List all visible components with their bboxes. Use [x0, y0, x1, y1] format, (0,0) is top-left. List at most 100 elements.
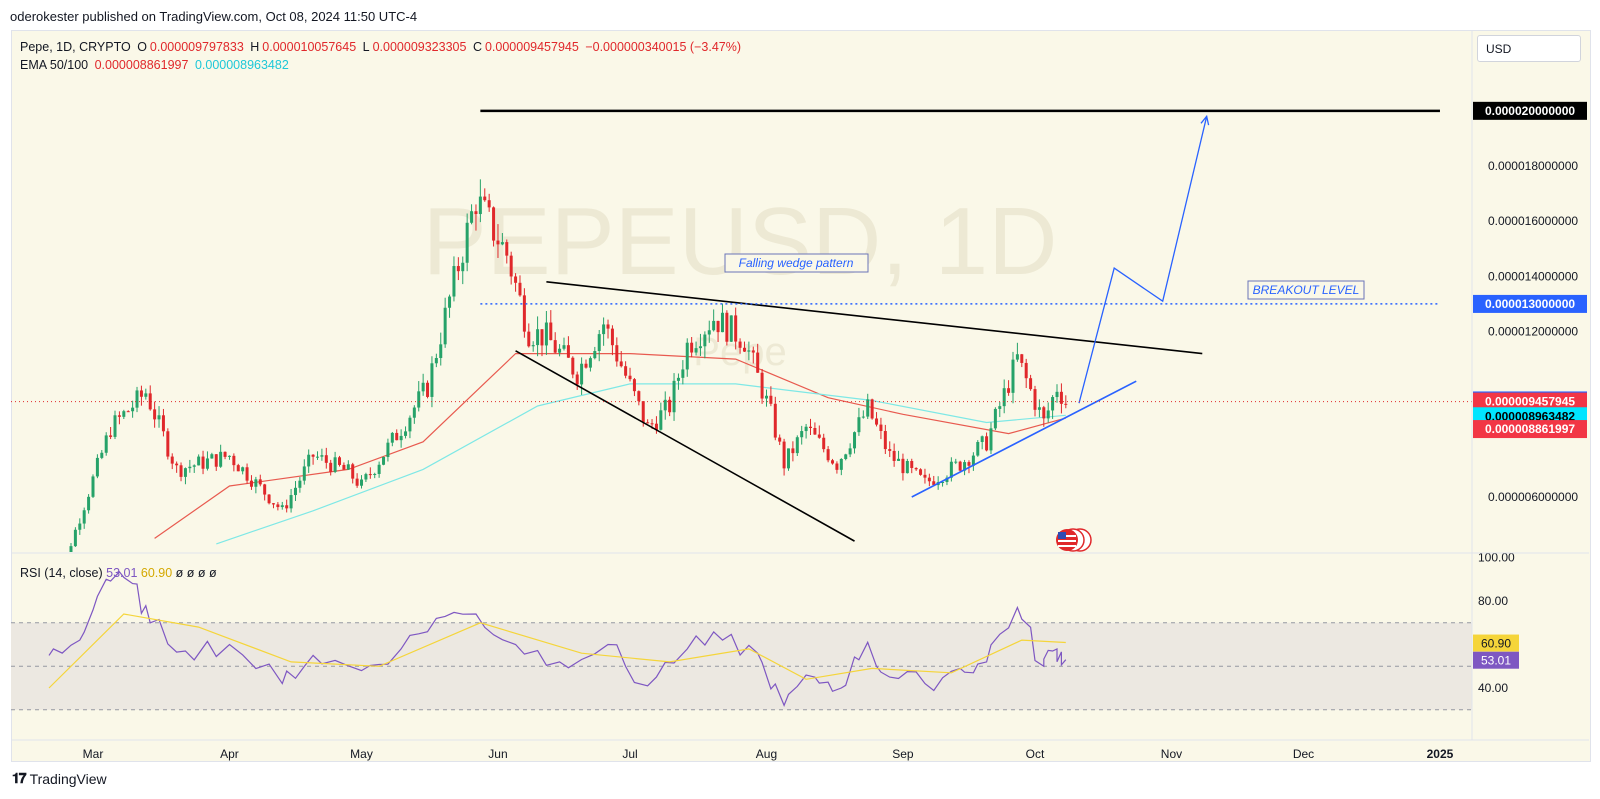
- candle-body[interactable]: [364, 474, 368, 480]
- candle-body[interactable]: [738, 341, 742, 348]
- candle-body[interactable]: [527, 331, 531, 347]
- candle-body[interactable]: [791, 448, 795, 454]
- candle-body[interactable]: [1024, 362, 1028, 379]
- candle-body[interactable]: [892, 450, 896, 461]
- candle-body[interactable]: [157, 415, 161, 420]
- candle-body[interactable]: [769, 395, 773, 404]
- candle-body[interactable]: [756, 352, 760, 373]
- candle-body[interactable]: [963, 462, 967, 471]
- candle-body[interactable]: [1002, 388, 1006, 407]
- candle-body[interactable]: [346, 464, 350, 470]
- candle-body[interactable]: [848, 448, 852, 455]
- candle-body[interactable]: [747, 350, 751, 352]
- candle-body[interactable]: [628, 375, 632, 380]
- candle-body[interactable]: [474, 211, 478, 215]
- symbol-label[interactable]: Pepe, 1D, CRYPTO: [20, 40, 131, 54]
- candle-body[interactable]: [161, 415, 165, 432]
- candle-body[interactable]: [95, 457, 99, 477]
- candle-body[interactable]: [1064, 403, 1068, 405]
- candle-body[interactable]: [87, 496, 91, 511]
- candle-body[interactable]: [624, 366, 628, 376]
- candle-body[interactable]: [144, 393, 148, 397]
- candle-body[interactable]: [404, 431, 408, 436]
- candle-body[interactable]: [78, 523, 82, 530]
- candle-body[interactable]: [390, 432, 394, 443]
- candle-body[interactable]: [183, 468, 187, 477]
- candle-body[interactable]: [1015, 354, 1019, 360]
- candle-body[interactable]: [430, 363, 434, 397]
- candle-body[interactable]: [478, 196, 482, 215]
- candle-body[interactable]: [324, 455, 328, 463]
- candle-body[interactable]: [135, 390, 139, 408]
- candle-body[interactable]: [531, 345, 535, 347]
- candle-body[interactable]: [910, 461, 914, 468]
- candle-body[interactable]: [117, 415, 121, 417]
- candle-body[interactable]: [1011, 359, 1015, 393]
- candle-body[interactable]: [835, 463, 839, 470]
- candle-body[interactable]: [293, 487, 297, 496]
- candle-body[interactable]: [417, 391, 421, 408]
- candle-body[interactable]: [236, 465, 240, 472]
- candle-body[interactable]: [914, 467, 918, 470]
- candle-body[interactable]: [302, 466, 306, 481]
- candle-body[interactable]: [707, 330, 711, 335]
- candle-body[interactable]: [1029, 378, 1033, 390]
- candle-body[interactable]: [461, 262, 465, 272]
- candle-body[interactable]: [632, 379, 636, 392]
- candle-body[interactable]: [720, 312, 724, 333]
- candle-body[interactable]: [923, 474, 927, 478]
- candle-body[interactable]: [320, 455, 324, 457]
- candle-body[interactable]: [888, 449, 892, 451]
- candle-body[interactable]: [109, 435, 113, 437]
- candle-body[interactable]: [575, 374, 579, 385]
- candle-body[interactable]: [483, 196, 487, 201]
- candle-body[interactable]: [773, 403, 777, 438]
- candle-body[interactable]: [602, 324, 606, 335]
- candle-body[interactable]: [276, 504, 280, 508]
- candle-body[interactable]: [685, 342, 689, 370]
- candle-body[interactable]: [205, 458, 209, 469]
- candle-body[interactable]: [817, 434, 821, 438]
- candle-body[interactable]: [1051, 397, 1055, 411]
- price-axis-label-red[interactable]: 0.000008861997: [1473, 420, 1587, 439]
- candle-body[interactable]: [949, 461, 953, 478]
- candle-body[interactable]: [588, 358, 592, 368]
- candle-body[interactable]: [927, 477, 931, 482]
- candle-body[interactable]: [249, 480, 253, 487]
- candle-body[interactable]: [333, 457, 337, 472]
- candle-body[interactable]: [742, 347, 746, 352]
- candle-body[interactable]: [654, 423, 658, 430]
- candle-body[interactable]: [377, 464, 381, 474]
- candle-body[interactable]: [139, 390, 143, 397]
- candle-body[interactable]: [227, 455, 231, 457]
- candle-body[interactable]: [694, 348, 698, 353]
- candle-body[interactable]: [338, 457, 342, 465]
- candle-body[interactable]: [597, 334, 601, 352]
- candle-body[interactable]: [188, 466, 192, 469]
- candle-body[interactable]: [192, 465, 196, 467]
- candle-body[interactable]: [448, 296, 452, 308]
- candle-body[interactable]: [698, 346, 702, 349]
- candle-body[interactable]: [395, 432, 399, 441]
- candle-body[interactable]: [505, 242, 509, 256]
- candle-body[interactable]: [329, 462, 333, 472]
- ohlc-header[interactable]: Pepe, 1D, CRYPTO O 0.000009797833 H 0.0000…: [20, 40, 744, 54]
- candle-body[interactable]: [456, 266, 460, 272]
- candle-body[interactable]: [558, 348, 562, 353]
- candle-body[interactable]: [197, 456, 201, 466]
- candle-body[interactable]: [399, 435, 403, 441]
- tradingview-footer[interactable]: 𝟏𝟕 TradingView: [12, 770, 107, 787]
- candle-body[interactable]: [315, 456, 319, 458]
- candle-body[interactable]: [100, 452, 104, 458]
- us-flag-event-icon[interactable]: [1056, 528, 1092, 552]
- candle-body[interactable]: [518, 282, 522, 296]
- candle-body[interactable]: [879, 424, 883, 432]
- candle-body[interactable]: [905, 461, 909, 474]
- candle-body[interactable]: [690, 342, 694, 353]
- candle-body[interactable]: [615, 345, 619, 362]
- candle-body[interactable]: [509, 255, 513, 277]
- candle-body[interactable]: [870, 399, 874, 419]
- candle-body[interactable]: [861, 416, 865, 418]
- candle-body[interactable]: [166, 431, 170, 457]
